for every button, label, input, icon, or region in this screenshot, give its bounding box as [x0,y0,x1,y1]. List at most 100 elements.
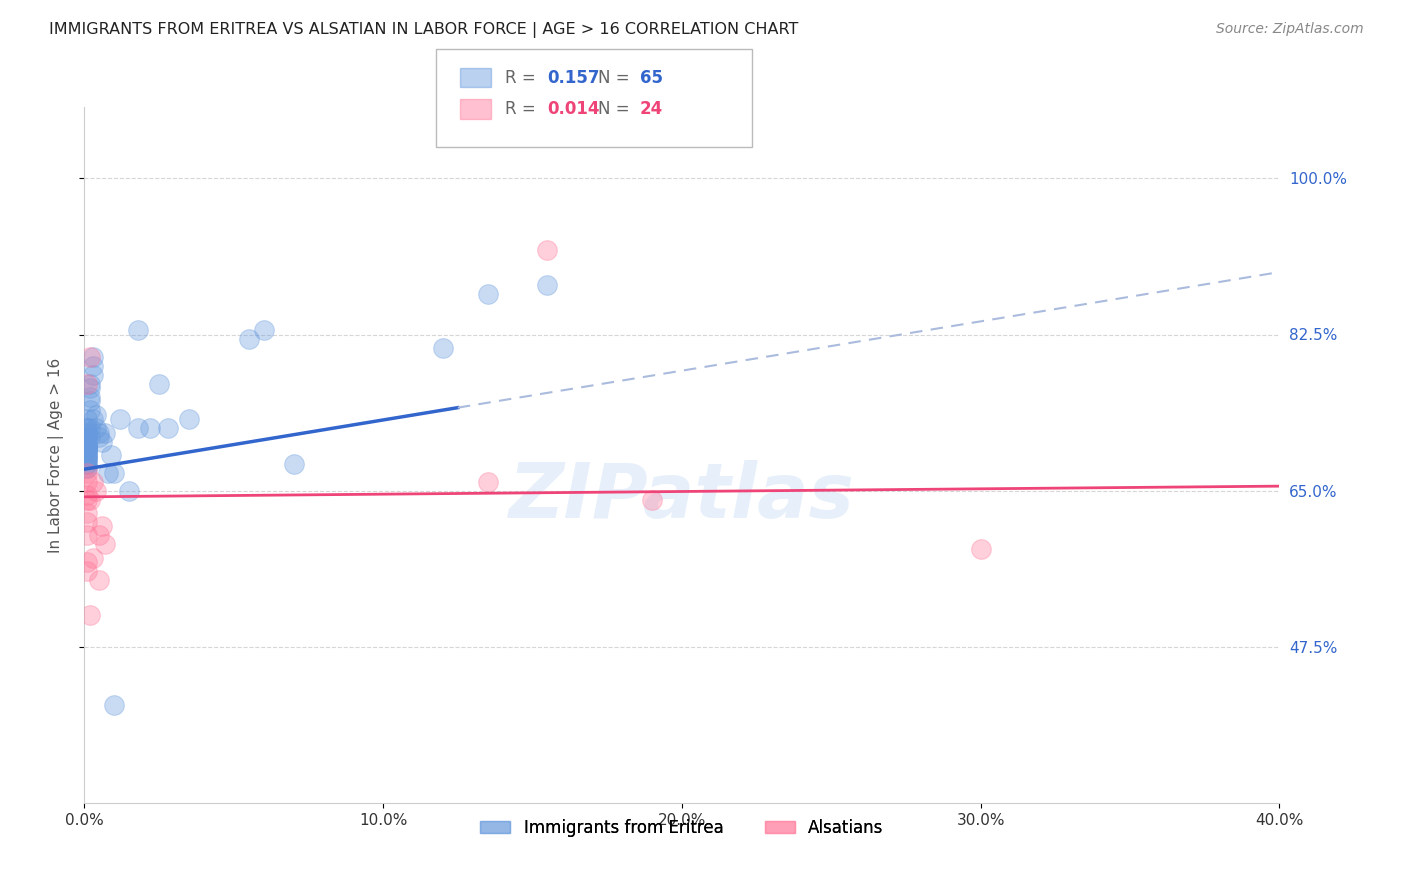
Point [79,381,101,395]
Point [76,448,98,462]
Text: R =: R = [505,69,541,87]
Point [76,443,98,458]
Point [91,434,114,449]
Text: 0.157: 0.157 [547,69,599,87]
Point [76,439,98,453]
Point [253,323,276,337]
Point [79,376,101,391]
Point [536,243,558,257]
Text: R =: R = [505,100,541,118]
Point [89,528,111,542]
Point [76,443,98,458]
Point [82,350,104,364]
Point [76,430,98,444]
Point [76,439,98,453]
Point [238,332,260,346]
Point [76,425,98,440]
Text: N =: N = [598,69,634,87]
Point [76,443,98,458]
Point [76,457,98,471]
Point [76,412,98,426]
Point [76,457,98,471]
Point [76,461,98,475]
Point [79,403,101,417]
Point [94,425,117,440]
Point [82,368,104,382]
Point [76,430,98,444]
Point [82,550,104,565]
Point [76,430,98,444]
Point [118,483,141,498]
Point [103,466,125,480]
Point [76,528,98,542]
Text: N =: N = [598,100,634,118]
Point [177,412,200,426]
Text: 0.014: 0.014 [547,100,599,118]
Point [79,394,101,409]
Point [76,439,98,453]
Y-axis label: In Labor Force | Age > 16: In Labor Force | Age > 16 [48,358,63,552]
Legend: Immigrants from Eritrea, Alsatians: Immigrants from Eritrea, Alsatians [474,812,890,843]
Point [477,475,499,489]
Point [157,421,180,435]
Point [127,323,149,337]
Point [536,278,558,293]
Point [283,457,305,471]
Point [76,475,98,489]
Point [76,452,98,467]
Point [76,443,98,458]
Point [76,448,98,462]
Point [79,608,101,623]
Text: Source: ZipAtlas.com: Source: ZipAtlas.com [1216,22,1364,37]
Point [86,408,108,422]
Point [76,443,98,458]
Point [76,421,98,435]
Point [76,515,98,529]
Point [432,341,454,355]
Text: ZIPatlas: ZIPatlas [509,459,855,533]
Point [94,537,117,551]
Point [91,519,114,533]
Point [89,573,111,587]
Point [100,448,122,462]
Point [127,421,149,435]
Point [79,350,101,364]
Point [82,359,104,373]
Point [970,541,993,556]
Point [76,506,98,520]
Point [79,430,101,444]
Point [76,564,98,578]
Point [79,390,101,404]
Point [76,488,98,502]
Point [76,376,98,391]
Point [139,421,162,435]
Text: 65: 65 [640,69,662,87]
Point [76,555,98,569]
Point [97,466,120,480]
Point [89,430,111,444]
Point [89,425,111,440]
Text: IMMIGRANTS FROM ERITREA VS ALSATIAN IN LABOR FORCE | AGE > 16 CORRELATION CHART: IMMIGRANTS FROM ERITREA VS ALSATIAN IN L… [49,22,799,38]
Point [76,434,98,449]
Point [76,439,98,453]
Point [641,492,664,507]
Point [76,492,98,507]
Point [86,421,108,435]
Point [76,466,98,480]
Point [76,452,98,467]
Point [86,483,108,498]
Point [79,421,101,435]
Point [82,412,104,426]
Point [79,492,101,507]
Point [76,461,98,475]
Point [477,287,499,301]
Point [76,425,98,440]
Point [76,421,98,435]
Point [76,439,98,453]
Point [82,475,104,489]
Point [110,412,132,426]
Point [76,439,98,453]
Point [76,448,98,462]
Text: 24: 24 [640,100,664,118]
Point [76,452,98,467]
